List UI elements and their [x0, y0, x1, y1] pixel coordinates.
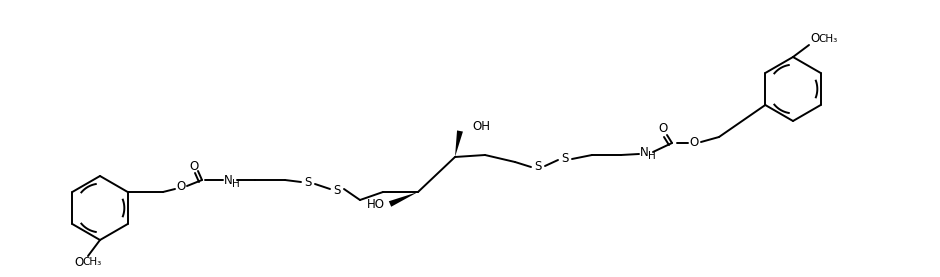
Text: S: S: [561, 153, 569, 165]
Text: O: O: [658, 122, 667, 135]
Text: O: O: [74, 255, 84, 268]
Text: CH₃: CH₃: [83, 257, 102, 267]
Text: O: O: [189, 160, 198, 173]
Text: N: N: [639, 145, 649, 158]
Text: O: O: [177, 181, 185, 194]
Text: HO: HO: [367, 199, 385, 212]
Text: O: O: [810, 32, 820, 45]
Text: S: S: [334, 183, 340, 196]
Text: H: H: [648, 151, 656, 161]
Polygon shape: [389, 192, 418, 207]
Text: H: H: [232, 179, 240, 189]
Text: OH: OH: [472, 120, 490, 134]
Text: CH₃: CH₃: [819, 34, 838, 44]
Text: O: O: [689, 137, 698, 150]
Text: N: N: [224, 173, 232, 186]
Polygon shape: [455, 130, 462, 157]
Text: S: S: [305, 176, 312, 189]
Text: S: S: [534, 160, 541, 173]
